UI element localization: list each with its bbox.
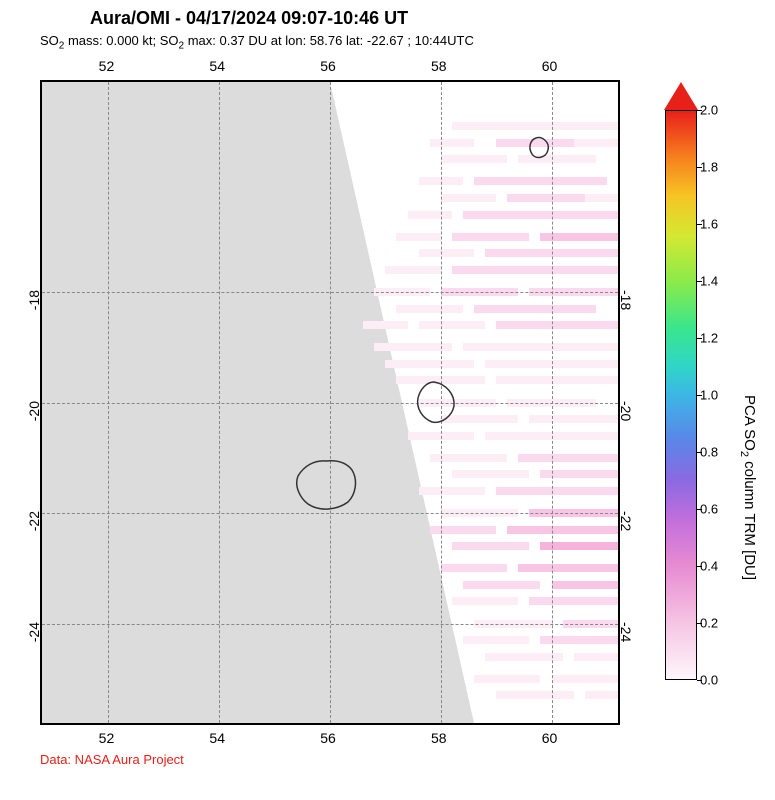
- x-tick-label: 54: [209, 58, 225, 74]
- colorbar-tick-mark: [697, 680, 702, 681]
- colorbar-tick-label: 0.0: [700, 673, 718, 688]
- colorbar-tick-mark: [697, 623, 702, 624]
- colorbar-tick-label: 1.8: [700, 160, 718, 175]
- island-reunion: [297, 461, 356, 509]
- colorbar-tick-label: 1.0: [700, 388, 718, 403]
- x-tick-label: 56: [320, 58, 336, 74]
- colorbar-tick-label: 0.6: [700, 502, 718, 517]
- colorbar-tick-label: 1.4: [700, 274, 718, 289]
- x-tick-label: 54: [209, 730, 225, 746]
- colorbar-tick-label: 0.4: [700, 559, 718, 574]
- data-source-footer: Data: NASA Aura Project: [40, 752, 184, 767]
- x-tick-label: 58: [431, 730, 447, 746]
- map-frame: [40, 80, 620, 725]
- colorbar-tick-mark: [697, 281, 702, 282]
- colorbar: [665, 110, 697, 680]
- y-tick-label: -20: [618, 401, 634, 421]
- figure-title: Aura/OMI - 04/17/2024 09:07-10:46 UT: [90, 8, 408, 29]
- colorbar-tick-mark: [697, 110, 702, 111]
- colorbar-label: PCA SO2 column TRM [DU]: [738, 395, 758, 580]
- x-tick-label: 56: [320, 730, 336, 746]
- colorbar-tick-label: 1.2: [700, 331, 718, 346]
- x-tick-label: 52: [99, 58, 115, 74]
- colorbar-tick-mark: [697, 395, 702, 396]
- colorbar-tick-label: 2.0: [700, 103, 718, 118]
- y-tick-label: -22: [618, 511, 634, 531]
- colorbar-arrow: [664, 82, 698, 110]
- colorbar-tick-mark: [697, 338, 702, 339]
- colorbar-tick-mark: [697, 452, 702, 453]
- x-tick-label: 60: [542, 730, 558, 746]
- x-tick-label: 60: [542, 58, 558, 74]
- figure: Aura/OMI - 04/17/2024 09:07-10:46 UT SO2…: [0, 0, 775, 800]
- island-mauritius: [418, 382, 454, 422]
- x-tick-label: 58: [431, 58, 447, 74]
- figure-subtitle: SO2 mass: 0.000 kt; SO2 max: 0.37 DU at …: [40, 33, 474, 52]
- colorbar-tick-label: 1.6: [700, 217, 718, 232]
- island-layer: [42, 82, 618, 723]
- colorbar-tick-mark: [697, 224, 702, 225]
- y-tick-label: -18: [618, 290, 634, 310]
- colorbar-tick-label: 0.2: [700, 616, 718, 631]
- colorbar-tick-mark: [697, 566, 702, 567]
- colorbar-tick-mark: [697, 509, 702, 510]
- colorbar-tick-mark: [697, 167, 702, 168]
- island-rodrigues: [530, 138, 548, 158]
- x-tick-label: 52: [99, 730, 115, 746]
- y-tick-label: -24: [618, 622, 634, 642]
- colorbar-tick-label: 0.8: [700, 445, 718, 460]
